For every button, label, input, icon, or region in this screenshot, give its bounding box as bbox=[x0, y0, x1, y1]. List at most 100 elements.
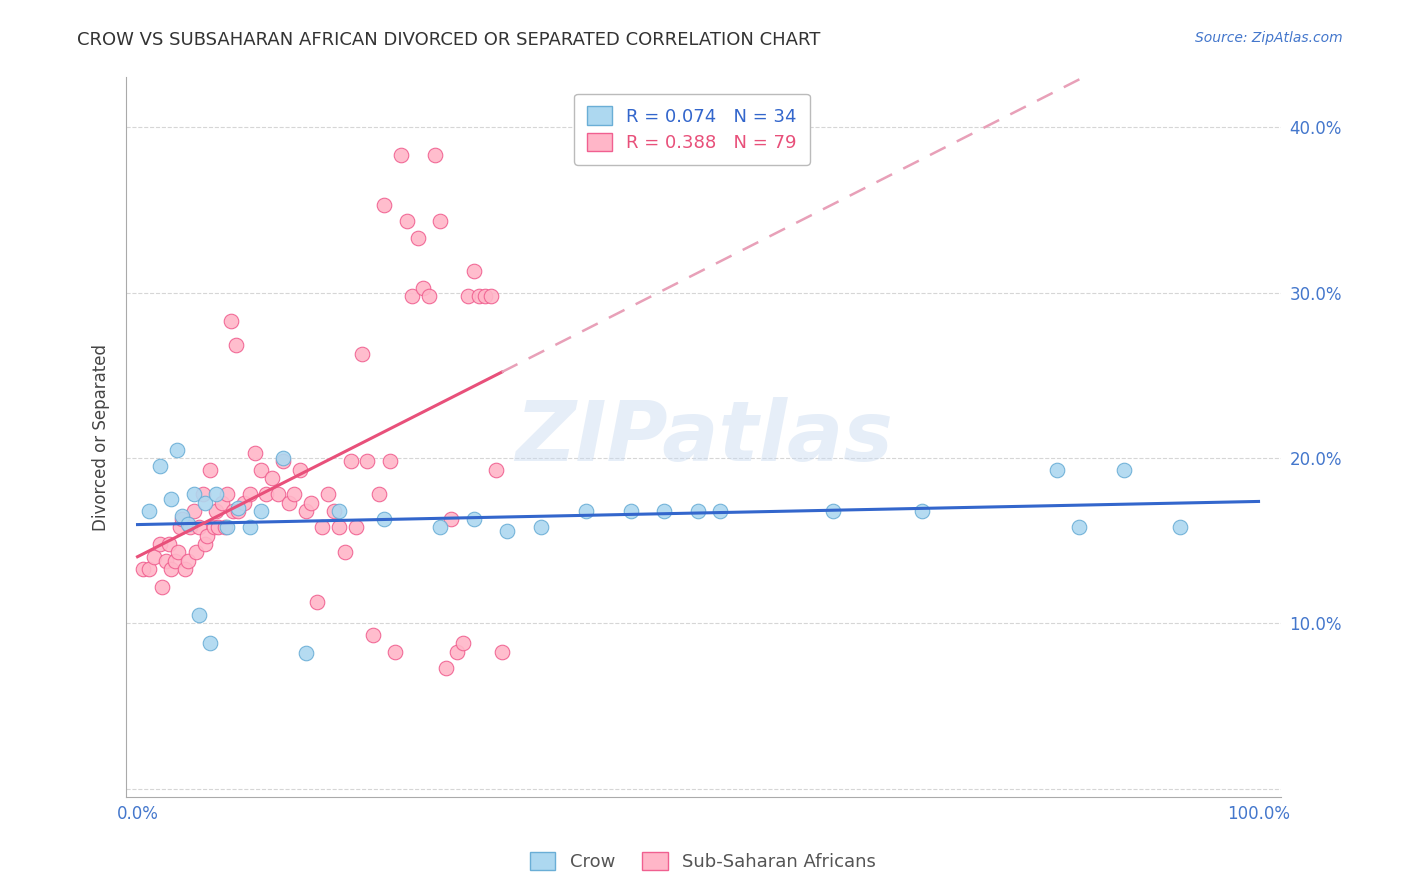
Point bbox=[143, 550, 166, 565]
Point bbox=[150, 580, 173, 594]
Point bbox=[191, 487, 214, 501]
Point bbox=[328, 504, 350, 518]
Point bbox=[207, 520, 229, 534]
Point bbox=[378, 454, 401, 468]
Point bbox=[344, 520, 367, 534]
Legend: R = 0.074   N = 34, R = 0.388   N = 79: R = 0.074 N = 34, R = 0.388 N = 79 bbox=[574, 94, 810, 165]
Point bbox=[138, 504, 160, 518]
Point bbox=[149, 537, 172, 551]
Point bbox=[451, 636, 474, 650]
Point bbox=[179, 520, 201, 534]
Point bbox=[406, 231, 429, 245]
Point bbox=[184, 545, 207, 559]
Point bbox=[446, 644, 468, 658]
Point bbox=[194, 496, 217, 510]
Point bbox=[299, 496, 322, 510]
Point bbox=[821, 504, 844, 518]
Point bbox=[305, 595, 328, 609]
Point bbox=[177, 553, 200, 567]
Point bbox=[429, 214, 451, 228]
Point bbox=[1168, 520, 1191, 534]
Point bbox=[384, 644, 406, 658]
Point bbox=[401, 289, 423, 303]
Point bbox=[188, 520, 211, 534]
Point bbox=[434, 661, 457, 675]
Point bbox=[228, 504, 250, 518]
Point bbox=[479, 289, 502, 303]
Point bbox=[463, 264, 485, 278]
Point bbox=[169, 520, 191, 534]
Point bbox=[254, 487, 277, 501]
Point bbox=[429, 520, 451, 534]
Point bbox=[350, 347, 373, 361]
Point bbox=[316, 487, 339, 501]
Point bbox=[322, 504, 344, 518]
Point bbox=[1112, 462, 1135, 476]
Text: CROW VS SUBSAHARAN AFRICAN DIVORCED OR SEPARATED CORRELATION CHART: CROW VS SUBSAHARAN AFRICAN DIVORCED OR S… bbox=[77, 31, 821, 49]
Point bbox=[195, 529, 218, 543]
Point bbox=[228, 500, 250, 515]
Point bbox=[294, 646, 316, 660]
Point bbox=[239, 520, 262, 534]
Point bbox=[373, 198, 395, 212]
Point bbox=[294, 504, 316, 518]
Point bbox=[177, 517, 200, 532]
Point bbox=[205, 504, 228, 518]
Point bbox=[149, 459, 172, 474]
Point bbox=[172, 512, 194, 526]
Point bbox=[654, 504, 676, 518]
Point bbox=[328, 520, 350, 534]
Point bbox=[620, 504, 643, 518]
Point bbox=[373, 512, 395, 526]
Point bbox=[200, 636, 222, 650]
Point bbox=[271, 450, 294, 465]
Point bbox=[138, 562, 160, 576]
Point bbox=[1046, 462, 1069, 476]
Point bbox=[239, 487, 262, 501]
Point bbox=[163, 553, 186, 567]
Point bbox=[132, 562, 155, 576]
Point bbox=[160, 492, 183, 507]
Point bbox=[474, 289, 496, 303]
Point bbox=[1069, 520, 1091, 534]
Point bbox=[202, 520, 225, 534]
Point bbox=[217, 487, 239, 501]
Point bbox=[277, 496, 299, 510]
Point bbox=[250, 504, 273, 518]
Point bbox=[155, 553, 177, 567]
Point bbox=[219, 313, 242, 327]
Point bbox=[250, 462, 273, 476]
Text: Source: ZipAtlas.com: Source: ZipAtlas.com bbox=[1195, 31, 1343, 45]
Point bbox=[463, 512, 485, 526]
Point bbox=[440, 512, 463, 526]
Point bbox=[530, 520, 553, 534]
Point bbox=[283, 487, 305, 501]
Point bbox=[245, 446, 267, 460]
Point bbox=[457, 289, 479, 303]
Point bbox=[222, 504, 245, 518]
Point bbox=[423, 148, 446, 162]
Text: ZIPatlas: ZIPatlas bbox=[515, 397, 893, 478]
Point bbox=[217, 520, 239, 534]
Point bbox=[157, 537, 180, 551]
Point bbox=[356, 454, 378, 468]
Point bbox=[166, 442, 188, 457]
Point bbox=[496, 524, 519, 538]
Point bbox=[167, 545, 190, 559]
Point bbox=[194, 537, 217, 551]
Point bbox=[188, 608, 211, 623]
Point bbox=[485, 462, 508, 476]
Point bbox=[333, 545, 356, 559]
Point bbox=[172, 508, 194, 523]
Point bbox=[395, 214, 418, 228]
Point bbox=[205, 487, 228, 501]
Point bbox=[211, 496, 233, 510]
Point bbox=[225, 338, 247, 352]
Point bbox=[183, 487, 205, 501]
Point bbox=[173, 562, 195, 576]
Point bbox=[686, 504, 709, 518]
Point bbox=[160, 562, 183, 576]
Point bbox=[418, 289, 440, 303]
Point bbox=[412, 280, 434, 294]
Point bbox=[266, 487, 288, 501]
